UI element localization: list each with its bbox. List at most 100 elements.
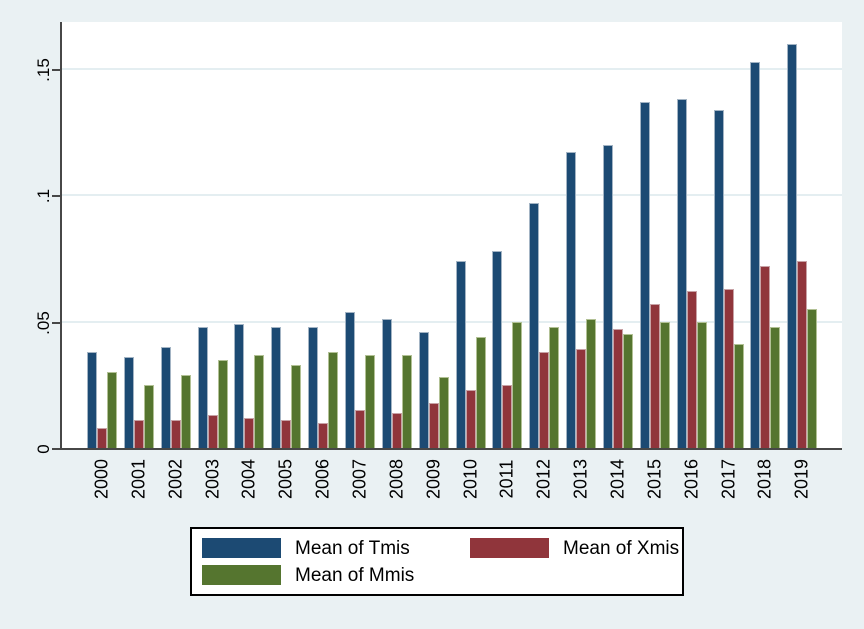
bar-xmis-2015 — [649, 304, 660, 448]
x-tick-label-2009: 2009 — [423, 458, 444, 500]
bar-mmis-2016 — [696, 322, 707, 448]
x-tick-label-2016: 2016 — [681, 458, 702, 500]
bar-mmis-2008 — [401, 355, 412, 448]
y-tick — [52, 69, 60, 72]
x-tick-label-2002: 2002 — [165, 458, 186, 500]
bar-tmis-2007 — [345, 312, 356, 448]
bar-tmis-2003 — [197, 327, 208, 448]
x-tick-label-2000: 2000 — [91, 458, 112, 500]
y-tick — [52, 321, 60, 324]
bar-tmis-2001 — [123, 357, 134, 448]
bar-tmis-2008 — [381, 319, 392, 448]
bar-mmis-2014 — [623, 334, 634, 448]
bar-xmis-2009 — [428, 403, 439, 448]
bar-xmis-2002 — [170, 420, 181, 448]
bar-tmis-2002 — [160, 347, 171, 448]
bar-xmis-2016 — [686, 291, 697, 448]
y-tick — [52, 448, 60, 450]
legend-swatch — [470, 538, 549, 558]
bar-tmis-2015 — [639, 102, 650, 448]
bar-mmis-2013 — [586, 319, 597, 448]
bar-xmis-2014 — [613, 329, 624, 448]
x-tick-label-2013: 2013 — [570, 458, 591, 500]
bar-mmis-2011 — [512, 322, 523, 448]
bar-tmis-2009 — [418, 332, 429, 448]
bar-tmis-2006 — [308, 327, 319, 448]
bar-mmis-2003 — [217, 360, 228, 448]
y-gridline — [62, 68, 842, 71]
x-tick-label-2017: 2017 — [718, 458, 739, 500]
x-tick-label-2005: 2005 — [275, 458, 296, 500]
x-tick-label-2018: 2018 — [754, 458, 775, 500]
bar-xmis-2001 — [133, 420, 144, 448]
bar-tmis-2014 — [603, 145, 614, 448]
bar-xmis-2019 — [797, 261, 808, 448]
y-tick-label: 0 — [34, 444, 53, 454]
bar-mmis-2002 — [180, 375, 191, 448]
bar-tmis-2013 — [566, 152, 577, 448]
x-tick-label-2007: 2007 — [349, 458, 370, 500]
legend-item-mmis: Mean of Mmis — [202, 565, 470, 585]
bar-xmis-2004 — [244, 418, 255, 448]
bar-mmis-2000 — [107, 372, 117, 448]
legend-item-xmis: Mean of Xmis — [470, 538, 682, 558]
legend-item-tmis: Mean of Tmis — [202, 538, 470, 558]
legend-swatch — [202, 565, 281, 585]
legend-label: Mean of Mmis — [295, 564, 415, 586]
bar-mmis-2007 — [365, 355, 376, 448]
legend-label: Mean of Xmis — [563, 537, 680, 559]
y-tick-label: .05 — [34, 310, 53, 335]
bar-tmis-2011 — [492, 251, 503, 448]
x-tick-label-2001: 2001 — [128, 458, 149, 500]
bar-mmis-2006 — [328, 352, 339, 448]
y-tick-label: .15 — [34, 58, 53, 82]
bar-xmis-2018 — [760, 266, 771, 448]
bar-tmis-2005 — [271, 327, 282, 448]
bar-tmis-2004 — [234, 324, 245, 448]
bar-xmis-2013 — [576, 349, 587, 448]
bar-tmis-2017 — [713, 110, 724, 448]
x-tick-label-2006: 2006 — [312, 458, 333, 500]
bar-mmis-2018 — [770, 327, 781, 448]
plot-area — [60, 22, 842, 450]
x-tick-label-2010: 2010 — [460, 458, 481, 500]
bar-xmis-2003 — [207, 415, 218, 448]
bar-mmis-2001 — [143, 385, 154, 448]
bar-mmis-2004 — [254, 355, 265, 448]
bar-tmis-2012 — [529, 203, 540, 448]
x-tick-label-2011: 2011 — [496, 459, 517, 499]
bar-mmis-2005 — [291, 365, 302, 448]
bar-xmis-2007 — [355, 410, 366, 448]
x-tick-label-2019: 2019 — [791, 458, 812, 500]
bar-xmis-2000 — [97, 428, 107, 448]
x-tick-label-2014: 2014 — [607, 458, 628, 500]
bar-xmis-2017 — [723, 289, 734, 448]
y-tick — [52, 195, 60, 198]
x-tick-label-2015: 2015 — [644, 458, 665, 500]
x-tick-label-2008: 2008 — [386, 458, 407, 500]
bar-tmis-2000 — [87, 352, 97, 448]
bar-mmis-2017 — [733, 344, 744, 448]
bar-xmis-2008 — [391, 413, 402, 448]
bar-xmis-2006 — [318, 423, 329, 448]
y-gridline — [62, 194, 842, 197]
x-tick-label-2012: 2012 — [533, 458, 554, 500]
x-tick-label-2004: 2004 — [238, 458, 259, 500]
bar-tmis-2019 — [787, 44, 798, 448]
bar-tmis-2018 — [750, 62, 761, 448]
x-tick-label-2003: 2003 — [202, 458, 223, 500]
bar-xmis-2010 — [465, 390, 476, 448]
legend-swatch — [202, 538, 281, 558]
bar-mmis-2012 — [549, 327, 560, 448]
y-tick-label: .1 — [34, 189, 53, 204]
bar-tmis-2016 — [676, 99, 687, 448]
y-gridline — [62, 320, 842, 323]
bar-xmis-2012 — [539, 352, 550, 448]
bar-mmis-2015 — [659, 322, 670, 448]
bar-mmis-2009 — [438, 377, 449, 448]
legend-label: Mean of Tmis — [295, 537, 410, 559]
bar-xmis-2011 — [502, 385, 513, 448]
bar-tmis-2010 — [455, 261, 466, 448]
